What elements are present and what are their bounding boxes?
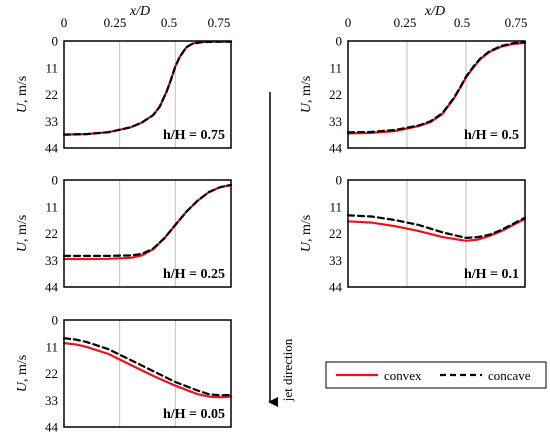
series-convex [62, 183, 233, 261]
series-concave [62, 337, 233, 397]
plot-frame [63, 179, 232, 288]
panel-5: 0 11 22 33 44 U, m/s h/H = 0.05 [15, 313, 233, 435]
panel-label: h/H = 0.75 [163, 128, 225, 143]
panel-2: 0 11 22 33 44 U, m/s h/H = 0.5 [299, 34, 527, 156]
y-tick-label: 0 [52, 34, 59, 49]
y-tick-label: 44 [45, 141, 59, 156]
panel-1: 0 11 22 33 44 U, m/s h/H = 0.75 [15, 34, 233, 156]
y-tick-label: 33 [329, 114, 342, 129]
y-tick-label: 22 [45, 87, 58, 102]
x-tick-label: 0.75 [208, 15, 231, 30]
y-tick-label: 44 [45, 280, 59, 295]
y-tick-label: 0 [336, 173, 343, 188]
plot-frame [347, 40, 526, 149]
y-tick-label: 33 [329, 253, 342, 268]
y-tick-label: 11 [45, 199, 58, 214]
y-tick-label: 33 [45, 253, 58, 268]
legend: convex concave [325, 361, 547, 389]
y-tick-label: 33 [45, 114, 58, 129]
x-axis-top-right: x/D 0 0.25 0.5 0.75 [345, 4, 528, 30]
legend-label-concave: concave [488, 368, 531, 383]
panel-4: 0 11 22 33 44 U, m/s h/H = 0.1 [299, 173, 527, 295]
y-tick-label: 33 [45, 393, 58, 408]
x-tick-label: 0.75 [505, 15, 528, 30]
x-tick-label: 0.5 [454, 15, 470, 30]
panels-group: 0 11 22 33 44 U, m/s h/H = 0.75 0 11 22 33 44 U, m/s… [15, 34, 527, 435]
legend-label-convex: convex [384, 368, 422, 383]
y-tick-label: 22 [45, 226, 58, 241]
x-tick-label: 0.5 [161, 15, 177, 30]
panel-label: h/H = 0.05 [163, 407, 225, 422]
y-tick-label: 22 [329, 87, 342, 102]
y-tick-label: 11 [329, 199, 342, 214]
y-axis-title: U, m/s [299, 76, 314, 113]
y-tick-label: 0 [52, 313, 59, 328]
series-concave [62, 183, 233, 257]
x-axis-title-right: x/D [424, 4, 445, 19]
y-tick-label: 0 [52, 173, 59, 188]
y-axis-title: U, m/s [15, 215, 30, 252]
x-tick-label: 0.25 [104, 15, 127, 30]
x-axis-top-left: x/D 0 0.25 0.5 0.75 [61, 4, 231, 30]
y-tick-label: 22 [329, 226, 342, 241]
y-tick-label: 11 [329, 60, 342, 75]
y-tick-label: 44 [329, 280, 343, 295]
x-axis-title-left: x/D [129, 4, 150, 19]
x-tick-label: 0 [61, 15, 68, 30]
y-axis-title: U, m/s [15, 76, 30, 113]
plot-frame [63, 319, 232, 428]
plot-frame [63, 40, 232, 149]
y-tick-label: 0 [336, 34, 343, 49]
x-tick-label: 0.25 [394, 15, 417, 30]
series-concave [346, 41, 527, 134]
series-concave [62, 40, 233, 136]
y-tick-label: 11 [45, 60, 58, 75]
series-concave [346, 214, 527, 239]
y-tick-label: 11 [45, 339, 58, 354]
x-tick-label: 0 [345, 15, 352, 30]
series-convex [62, 342, 233, 399]
panel-label: h/H = 0.1 [464, 267, 519, 282]
y-tick-label: 44 [329, 141, 343, 156]
y-tick-label: 44 [45, 420, 59, 435]
series-convex [346, 41, 527, 135]
y-axis-title: U, m/s [299, 215, 314, 252]
plot-frame [347, 179, 526, 288]
y-axis-title: U, m/s [15, 355, 30, 392]
series-convex [62, 40, 233, 136]
jet-direction-label: jet direction [280, 338, 295, 402]
y-tick-label: 22 [45, 366, 58, 381]
panel-3: 0 11 22 33 44 U, m/s h/H = 0.25 [15, 173, 233, 295]
panel-label: h/H = 0.25 [163, 267, 225, 282]
panel-label: h/H = 0.5 [464, 128, 519, 143]
